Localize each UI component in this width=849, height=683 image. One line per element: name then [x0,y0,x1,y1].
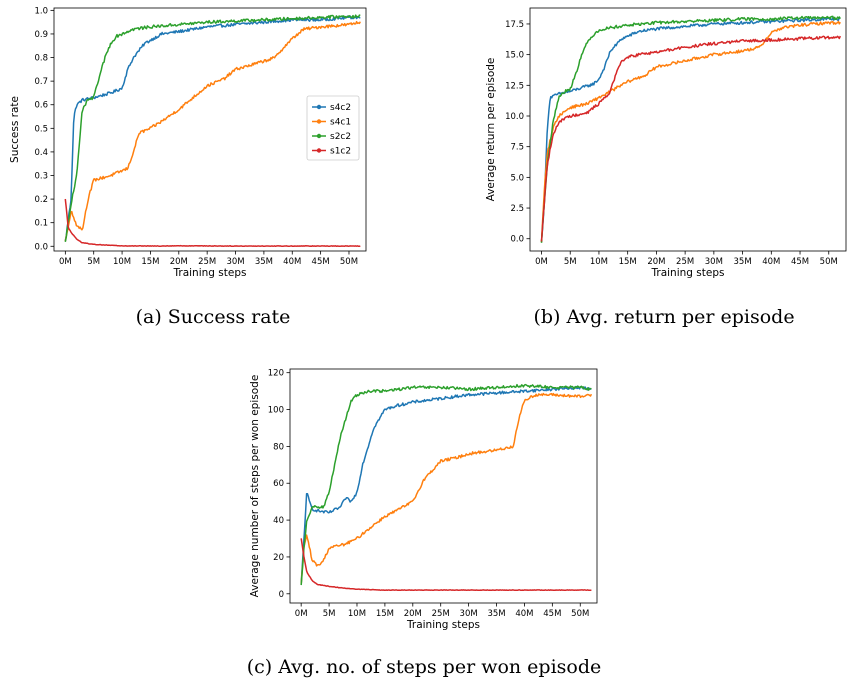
x-tick-label: 35M [255,257,273,267]
series-line-s1c2 [540,35,841,242]
x-tick-label: 10M [113,257,131,267]
legend-marker-s4c2 [316,104,322,110]
legend-label-s1c2: s1c2 [330,147,351,157]
x-tick-label: 20M [647,257,665,267]
x-tick-label: 35M [487,609,505,619]
legend-label-s4c1: s4c1 [330,118,351,128]
x-tick-label: 5M [87,257,100,267]
y-tick-label: 0 [279,590,284,600]
series-line-s2c2 [300,383,592,586]
y-tick-label: 20 [273,553,284,563]
series-line-s2c2 [540,15,841,243]
y-tick-label: 80 [273,442,284,452]
x-tick-label: 40M [515,609,533,619]
x-tick-label: 50M [820,257,838,267]
x-tick-label: 0M [59,257,72,267]
x-tick-label: 45M [543,609,561,619]
x-tick-label: 25M [198,257,216,267]
x-tick-label: 25M [676,257,694,267]
x-tick-label: 15M [619,257,637,267]
x-tick-label: 15M [376,609,394,619]
series-line-s4c1 [300,392,593,585]
series-line-s4c2 [300,385,592,584]
panel-success-rate: 0M 5M 10M 15M 20M 25M 30M 35M 40M 45M 50M 0.0 0.1 0.2… [9,6,367,279]
x-axis-label: Training steps [651,267,725,279]
y-tick-label: 0.6 [34,101,48,111]
legend-marker-s1c2 [316,148,322,153]
y-tick-label: 15.0 [505,51,524,61]
x-tick-label: 30M [705,257,723,267]
y-tick-label: 2.5 [510,204,524,214]
legend-label-s2c2: s2c2 [330,132,351,142]
legend-marker-s4c1 [316,119,322,124]
y-tick-label: 100 [268,406,284,416]
x-tick-label: 30M [460,609,478,619]
x-tick-label: 45M [312,257,330,267]
x-tick-label: 10M [348,609,366,619]
panel-steps-per-won-episode: 0M 5M 10M 15M 20M 25M 30M 35M 40M 45M 50M 0 20 40 60 80… [249,368,598,631]
x-tick-label: 45M [791,257,809,267]
legend-marker-s2c2 [316,133,322,139]
y-tick-label: 5.0 [510,173,524,183]
y-tick-label: 1.0 [34,6,48,16]
series-line-s4c1 [540,20,841,243]
y-axis-label: Success rate [9,96,21,163]
caption-steps-per-won-episode: (c) Avg. no. of steps per won episode [247,656,602,678]
x-tick-label: 10M [590,257,608,267]
plot-frame [53,7,367,252]
caption-success-rate: (a) Success rate [136,306,291,328]
x-tick-label: 50M [340,257,358,267]
series-line-s4c1 [64,20,361,242]
x-tick-label: 40M [762,257,780,267]
x-tick-label: 25M [432,609,450,619]
y-tick-label: 0.1 [34,219,48,229]
x-axis-label: Training steps [406,619,480,631]
x-tick-label: 15M [141,257,159,267]
plot-frame [289,368,598,604]
caption-average-return: (b) Avg. return per episode [533,306,794,328]
y-tick-label: 10.0 [505,112,524,122]
y-tick-label: 60 [273,479,284,489]
x-tick-label: 30M [226,257,244,267]
x-axis-label: Training steps [173,267,247,279]
x-tick-label: 40M [283,257,301,267]
y-tick-label: 0.5 [34,124,48,134]
plot-frame [529,7,847,252]
y-tick-label: 40 [273,516,284,526]
y-tick-label: 0.4 [34,148,48,158]
series-line-s1c2 [64,198,361,248]
y-tick-label: 0.0 [34,242,48,252]
y-tick-label: 7.5 [510,143,524,153]
x-tick-label: 20M [404,609,422,619]
series-line-s1c2 [300,538,592,592]
x-tick-label: 5M [323,609,336,619]
x-tick-label: 50M [571,609,589,619]
y-tick-label: 0.3 [34,172,48,182]
x-tick-label: 5M [564,257,577,267]
legend-box [306,95,360,161]
y-tick-label: 17.5 [505,20,524,30]
series-line-s4c2 [540,17,841,242]
legend: s4c2 s4c1 s2c2 s1c2 [306,95,360,161]
y-tick-label: 120 [268,369,284,379]
y-tick-label: 12.5 [505,81,524,91]
x-tick-label: 0M [295,609,308,619]
y-tick-label: 0.8 [34,54,48,64]
y-tick-label: 0.2 [34,195,48,205]
panel-average-return: 0M 5M 10M 15M 20M 25M 30M 35M 40M 45M 50M 0.0 2.5 5.0… [485,7,847,279]
y-tick-label: 0.0 [510,235,524,245]
y-tick-label: 0.9 [34,30,48,40]
series-line-s2c2 [64,14,361,243]
x-tick-label: 20M [170,257,188,267]
legend-label-s4c2: s4c2 [330,103,351,113]
y-axis-label: Average return per episode [485,58,497,202]
x-tick-label: 35M [734,257,752,267]
y-axis-label: Average number of steps per won episode [249,375,261,598]
x-tick-label: 0M [535,257,548,267]
y-tick-label: 0.7 [34,77,48,87]
